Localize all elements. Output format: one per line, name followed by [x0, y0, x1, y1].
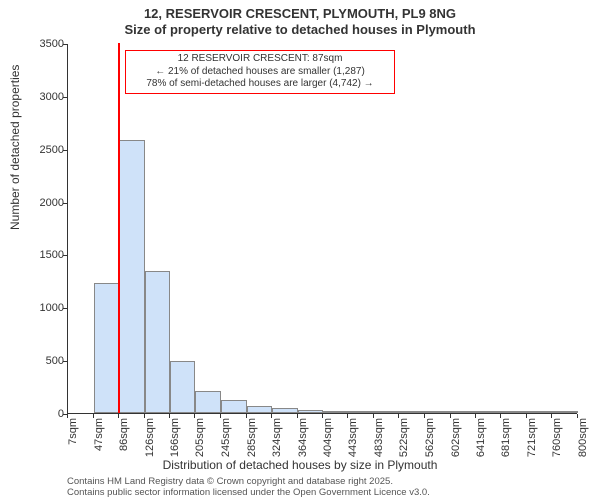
- histogram-bar: [247, 406, 272, 413]
- histogram-bar: [476, 411, 502, 413]
- histogram-bar: [451, 411, 476, 413]
- x-tick-mark: [450, 414, 451, 418]
- histogram-bar: [94, 283, 119, 413]
- y-tick-label: 1500: [24, 249, 64, 261]
- y-tick-label: 3500: [24, 38, 64, 50]
- x-tick-mark: [220, 414, 221, 418]
- histogram-bar: [298, 410, 324, 413]
- x-tick-label: 800sqm: [577, 418, 589, 468]
- chart-container: 12, RESERVOIR CRESCENT, PLYMOUTH, PL9 8N…: [0, 0, 600, 500]
- y-tick-label: 2000: [24, 197, 64, 209]
- x-tick-label: 7sqm: [67, 418, 79, 468]
- histogram-bar: [527, 411, 552, 413]
- histogram-bar: [552, 411, 578, 413]
- x-tick-mark: [67, 414, 68, 418]
- x-tick-label: 47sqm: [93, 418, 105, 468]
- x-tick-mark: [347, 414, 348, 418]
- x-tick-label: 324sqm: [271, 418, 283, 468]
- x-tick-mark: [577, 414, 578, 418]
- x-tick-mark: [322, 414, 323, 418]
- histogram-bar: [145, 271, 171, 413]
- x-tick-mark: [169, 414, 170, 418]
- footer-line-2: Contains public sector information licen…: [67, 487, 430, 498]
- x-tick-mark: [424, 414, 425, 418]
- x-tick-mark: [118, 414, 119, 418]
- histogram-bar: [119, 140, 145, 413]
- x-tick-label: 522sqm: [398, 418, 410, 468]
- histogram-bar: [425, 411, 451, 413]
- x-tick-label: 602sqm: [450, 418, 462, 468]
- x-tick-label: 404sqm: [322, 418, 334, 468]
- y-tick-mark: [63, 44, 67, 45]
- y-tick-label: 0: [24, 408, 64, 420]
- y-tick-mark: [63, 308, 67, 309]
- x-tick-label: 245sqm: [220, 418, 232, 468]
- x-tick-label: 721sqm: [526, 418, 538, 468]
- x-tick-mark: [271, 414, 272, 418]
- x-tick-mark: [475, 414, 476, 418]
- x-tick-mark: [144, 414, 145, 418]
- y-tick-label: 3000: [24, 91, 64, 103]
- histogram-bar: [195, 391, 221, 413]
- histogram-bar: [323, 411, 348, 413]
- x-tick-label: 443sqm: [347, 418, 359, 468]
- footer-line-1: Contains HM Land Registry data © Crown c…: [67, 476, 393, 487]
- x-tick-label: 681sqm: [500, 418, 512, 468]
- x-tick-mark: [194, 414, 195, 418]
- marker-line: [118, 43, 120, 413]
- annotation-line-2: ← 21% of detached houses are smaller (1,…: [132, 66, 388, 79]
- x-tick-label: 364sqm: [297, 418, 309, 468]
- x-tick-mark: [526, 414, 527, 418]
- annotation-line-3: 78% of semi-detached houses are larger (…: [132, 78, 388, 91]
- y-tick-label: 2500: [24, 144, 64, 156]
- x-tick-label: 285sqm: [246, 418, 258, 468]
- x-tick-label: 483sqm: [373, 418, 385, 468]
- y-tick-mark: [63, 150, 67, 151]
- y-tick-mark: [63, 203, 67, 204]
- x-tick-label: 126sqm: [144, 418, 156, 468]
- x-tick-mark: [93, 414, 94, 418]
- histogram-bar: [170, 361, 195, 413]
- x-tick-label: 205sqm: [194, 418, 206, 468]
- x-tick-mark: [373, 414, 374, 418]
- x-tick-mark: [398, 414, 399, 418]
- plot-area: [67, 44, 577, 414]
- annotation-line-1: 12 RESERVOIR CRESCENT: 87sqm: [132, 53, 388, 66]
- annotation-box: 12 RESERVOIR CRESCENT: 87sqm ← 21% of de…: [125, 50, 395, 94]
- x-tick-label: 641sqm: [475, 418, 487, 468]
- histogram-bar: [399, 411, 425, 413]
- x-tick-label: 86sqm: [118, 418, 130, 468]
- x-tick-mark: [551, 414, 552, 418]
- x-tick-label: 166sqm: [169, 418, 181, 468]
- title-line-1: 12, RESERVOIR CRESCENT, PLYMOUTH, PL9 8N…: [0, 6, 600, 21]
- x-tick-mark: [297, 414, 298, 418]
- title-line-2: Size of property relative to detached ho…: [0, 22, 600, 37]
- x-tick-mark: [246, 414, 247, 418]
- y-tick-mark: [63, 361, 67, 362]
- y-tick-mark: [63, 97, 67, 98]
- y-axis-label: Number of detached properties: [8, 65, 22, 230]
- histogram-bar: [348, 411, 374, 413]
- histogram-bar: [221, 400, 247, 413]
- y-tick-label: 1000: [24, 302, 64, 314]
- y-tick-mark: [63, 255, 67, 256]
- histogram-bar: [374, 411, 399, 413]
- histogram-bar: [272, 408, 298, 413]
- x-tick-mark: [500, 414, 501, 418]
- y-tick-label: 500: [24, 355, 64, 367]
- x-tick-label: 760sqm: [551, 418, 563, 468]
- x-tick-label: 562sqm: [424, 418, 436, 468]
- histogram-bar: [501, 411, 527, 413]
